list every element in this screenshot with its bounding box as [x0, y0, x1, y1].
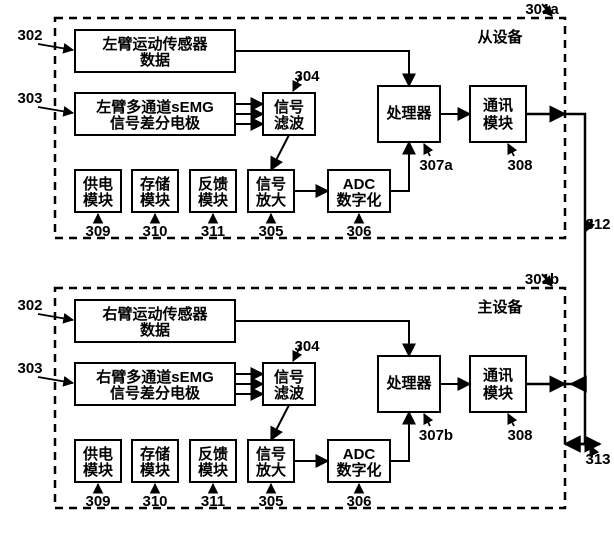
power-l1: 供电 — [82, 175, 113, 193]
motion-sensor-l2: 数据 — [140, 321, 170, 339]
system-diagram: 从设备左臂运动传感器数据左臂多通道sEMG信号差分电极信号滤波处理器通讯模块供电… — [0, 0, 614, 558]
ref-307: 307a — [419, 157, 453, 174]
out-branch — [565, 384, 585, 444]
filter-l2: 滤波 — [274, 384, 305, 402]
ref-308: 308 — [507, 157, 532, 174]
filter-to-amp — [271, 135, 289, 170]
ref-301: 301b — [525, 271, 559, 288]
leader-308 — [508, 414, 514, 426]
comm-l1: 通讯 — [483, 367, 513, 384]
ref-301: 301a — [525, 1, 559, 18]
comm-l2: 模块 — [483, 384, 514, 402]
ref-311: 311 — [201, 223, 225, 240]
adc-l1: ADC — [343, 176, 376, 193]
link-312 — [565, 114, 585, 384]
amp-l2: 放大 — [255, 191, 286, 209]
semg-l1: 左臂多通道sEMG — [95, 98, 214, 116]
ref-310: 310 — [142, 493, 167, 510]
filter-l2: 滤波 — [274, 114, 305, 132]
storage-l1: 存储 — [140, 175, 170, 193]
amp-l1: 信号 — [256, 175, 286, 193]
leader-307 — [424, 414, 430, 426]
ref-307: 307b — [419, 427, 453, 444]
power-l1: 供电 — [82, 445, 113, 463]
motion-sensor-l2: 数据 — [140, 51, 170, 69]
ref-305: 305 — [258, 493, 283, 510]
power-l2: 模块 — [83, 191, 114, 209]
semg-l2: 信号差分电极 — [110, 384, 201, 402]
ref-305: 305 — [258, 223, 283, 240]
filter-to-amp — [271, 405, 289, 440]
motion-sensor-l1: 左臂运动传感器 — [101, 35, 208, 53]
ref-303: 303 — [17, 360, 42, 377]
ref-311: 311 — [201, 493, 225, 510]
ref-304: 304 — [294, 338, 320, 355]
adc-l2: 数字化 — [336, 461, 381, 479]
ref-310: 310 — [142, 223, 167, 240]
leader-308 — [508, 144, 514, 156]
semg-l2: 信号差分电极 — [110, 114, 201, 132]
device-title: 从设备 — [477, 28, 523, 46]
adc-to-proc — [390, 412, 409, 461]
storage-l2: 模块 — [140, 191, 171, 209]
motion-to-proc — [235, 321, 409, 356]
motion-sensor-l1: 右臂运动传感器 — [102, 305, 208, 323]
filter-l1: 信号 — [274, 368, 304, 386]
ref-306: 306 — [346, 223, 371, 240]
semg-l1: 右臂多通道sEMG — [96, 368, 214, 386]
ref-309: 309 — [85, 493, 110, 510]
power-l2: 模块 — [83, 461, 114, 479]
amp-l1: 信号 — [256, 445, 286, 463]
ref-313: 313 — [585, 451, 610, 468]
leader-307 — [424, 144, 430, 156]
comm-l2: 模块 — [483, 114, 514, 132]
comm-l1: 通讯 — [483, 97, 513, 114]
processor-label: 处理器 — [385, 374, 432, 392]
storage-l2: 模块 — [140, 461, 171, 479]
feedback-l1: 反馈 — [198, 445, 228, 463]
filter-l1: 信号 — [274, 98, 304, 116]
ref-308: 308 — [507, 427, 532, 444]
ref-304: 304 — [294, 68, 320, 85]
ref-302: 302 — [17, 297, 42, 314]
storage-l1: 存储 — [140, 445, 170, 463]
ref-309: 309 — [85, 223, 110, 240]
adc-l2: 数字化 — [336, 191, 381, 209]
amp-l2: 放大 — [255, 461, 286, 479]
feedback-l1: 反馈 — [198, 175, 228, 193]
device-title: 主设备 — [477, 298, 523, 316]
ref-306: 306 — [346, 493, 371, 510]
motion-to-proc — [235, 51, 409, 86]
feedback-l2: 模块 — [198, 191, 229, 209]
feedback-l2: 模块 — [198, 461, 229, 479]
adc-l1: ADC — [343, 446, 376, 463]
ref-303: 303 — [17, 90, 42, 107]
ref-302: 302 — [17, 27, 42, 44]
processor-label: 处理器 — [385, 104, 432, 122]
adc-to-proc — [390, 142, 409, 191]
